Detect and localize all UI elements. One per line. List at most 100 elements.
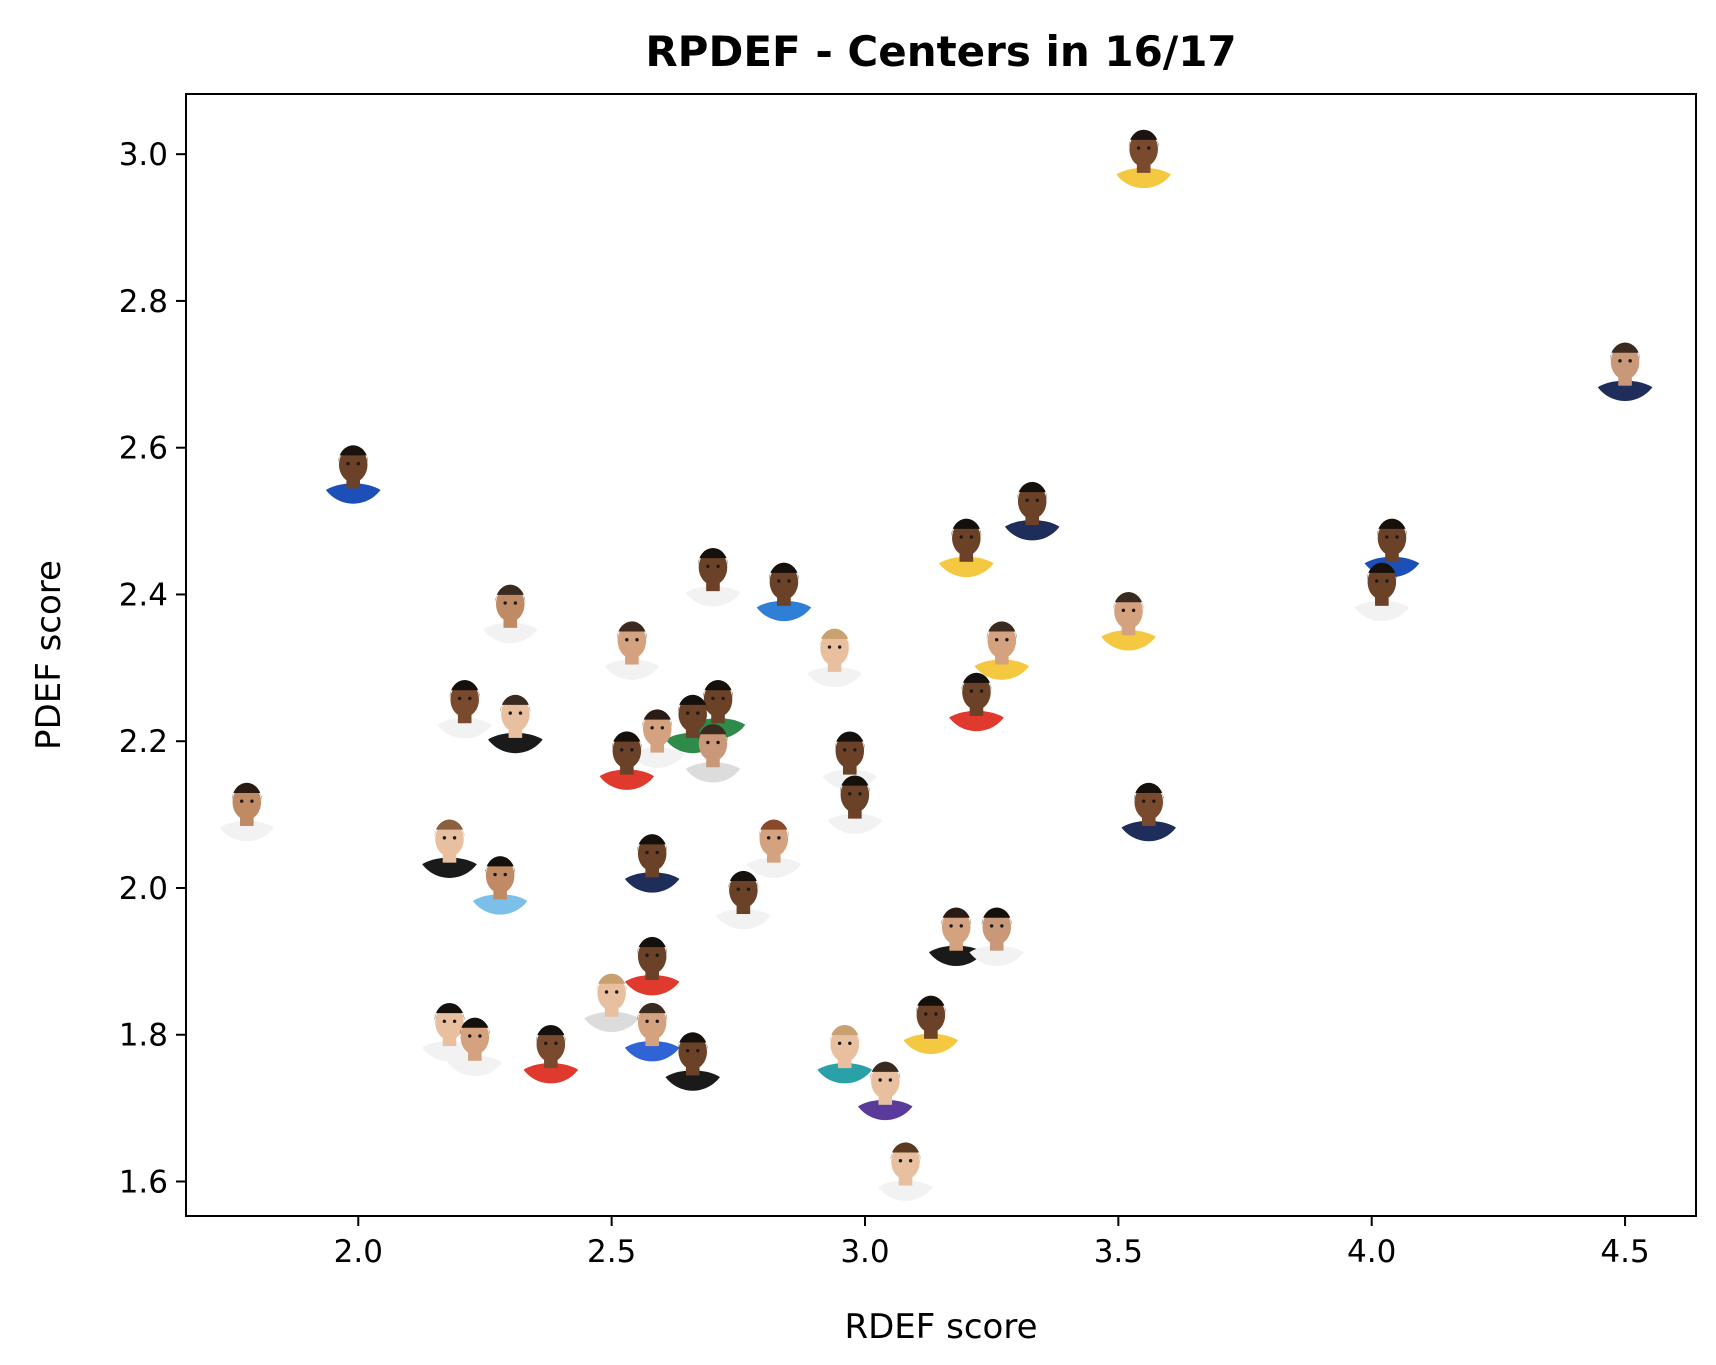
eye — [1005, 638, 1009, 642]
data-point-player-headshot — [1114, 782, 1183, 842]
hair — [611, 731, 642, 750]
jersey — [709, 908, 778, 930]
hair — [1133, 782, 1164, 801]
hair — [535, 1024, 566, 1043]
eye — [721, 696, 725, 701]
eye — [1628, 359, 1632, 363]
eye — [736, 887, 740, 891]
hair — [637, 834, 668, 852]
face — [536, 1026, 566, 1063]
eye — [908, 1159, 913, 1163]
data-point-player-headshot — [851, 1061, 920, 1121]
face — [637, 835, 667, 872]
eye — [630, 748, 634, 752]
eye — [959, 924, 964, 928]
plot-frame — [185, 93, 1697, 1217]
y-axis-ticks: 1.6 1.8 2.0 2.2 2.4 2.6 2.8 3.0 — [119, 137, 186, 1201]
eye — [240, 799, 244, 803]
eye — [645, 850, 649, 855]
eye — [685, 711, 690, 715]
jersey — [896, 1033, 965, 1055]
eye — [503, 601, 507, 605]
eye — [989, 924, 994, 928]
face — [891, 1144, 920, 1180]
eye — [604, 990, 609, 994]
eye — [1121, 608, 1126, 613]
eye — [716, 564, 720, 569]
face — [769, 564, 799, 600]
eye — [777, 579, 781, 583]
hair — [951, 518, 982, 537]
face — [1367, 564, 1397, 600]
y-tick-label: 3.0 — [119, 137, 168, 173]
data-point-player-headshot — [481, 694, 550, 754]
eye — [777, 836, 781, 840]
hair — [1610, 342, 1641, 361]
jersey — [932, 556, 1001, 578]
jersey — [967, 659, 1036, 680]
x-tick-label: 4.5 — [1600, 1234, 1649, 1270]
eye — [655, 1019, 659, 1023]
x-tick-label: 3.5 — [1094, 1234, 1143, 1270]
eye — [660, 726, 665, 730]
data-point-player-headshot — [749, 562, 818, 622]
data-point-player-headshot — [739, 819, 808, 878]
jersey — [871, 1180, 940, 1201]
face — [637, 1004, 667, 1040]
face — [617, 623, 647, 659]
eye — [746, 887, 751, 891]
eye — [518, 711, 523, 715]
eye — [696, 1048, 700, 1053]
hair — [677, 694, 708, 713]
jersey — [1114, 820, 1183, 842]
eye — [645, 1019, 649, 1023]
eye — [635, 638, 639, 642]
jersey — [618, 974, 687, 996]
eye — [1035, 498, 1040, 502]
data-point-player-headshot — [415, 819, 484, 878]
eye — [853, 748, 857, 752]
face — [1129, 131, 1158, 167]
eye — [766, 836, 771, 840]
eye — [696, 711, 700, 715]
data-point-player-headshot — [678, 724, 747, 783]
jersey — [430, 718, 499, 739]
hair — [839, 775, 870, 794]
eye — [356, 461, 361, 466]
hair — [819, 628, 850, 647]
face — [1610, 344, 1640, 380]
eye — [1385, 579, 1389, 583]
eye — [959, 535, 963, 539]
hair — [677, 1032, 708, 1050]
hair — [449, 680, 480, 698]
face — [1134, 784, 1164, 820]
data-point-player-headshot — [430, 680, 499, 739]
eye — [1385, 535, 1389, 539]
jersey — [749, 600, 818, 622]
face — [612, 733, 642, 769]
data-point-player-headshot — [319, 445, 388, 504]
data-point-player-headshot — [516, 1024, 585, 1084]
hair — [1128, 129, 1159, 148]
hair — [870, 1061, 901, 1080]
y-tick-label: 2.8 — [119, 284, 168, 320]
eye — [979, 689, 984, 693]
face — [941, 909, 971, 945]
data-point-player-headshot — [810, 1024, 879, 1084]
hair — [758, 819, 789, 838]
jersey — [618, 1041, 687, 1062]
face — [840, 777, 870, 813]
eye — [837, 1041, 842, 1046]
data-point-player-headshot — [592, 731, 661, 790]
jersey — [1109, 167, 1178, 189]
x-tick-label: 3.0 — [840, 1234, 889, 1270]
eye — [544, 1041, 548, 1046]
data-point-player-headshot — [618, 936, 687, 996]
eye — [1136, 146, 1141, 150]
eye — [711, 696, 715, 701]
face — [678, 1033, 707, 1070]
hair — [698, 724, 728, 742]
jersey — [942, 710, 1011, 732]
